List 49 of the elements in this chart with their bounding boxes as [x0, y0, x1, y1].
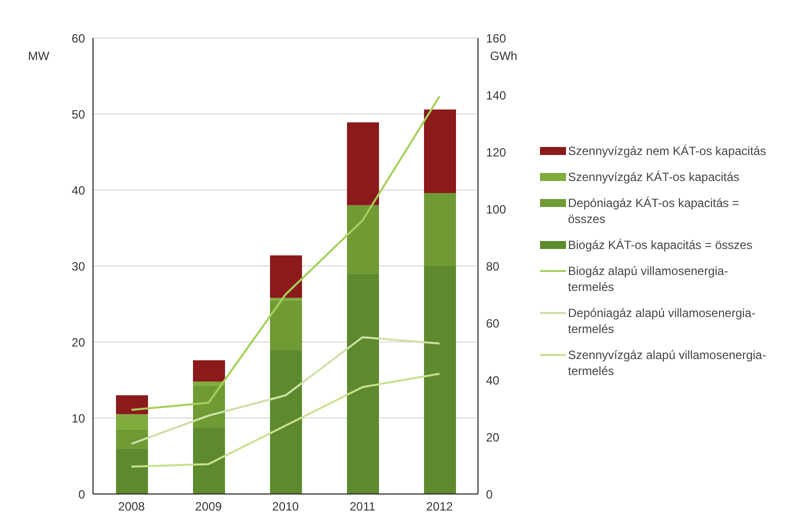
line-series	[130, 95, 440, 411]
bar	[424, 266, 456, 494]
bar	[347, 274, 379, 494]
bar	[424, 193, 456, 266]
bar	[347, 122, 379, 206]
legend-label: Szennyvízgáz alapú villamosenergia-termelés	[568, 347, 768, 379]
y-tick-label: 50	[72, 107, 86, 122]
bar	[116, 448, 148, 494]
y-tick-label: 40	[72, 183, 86, 198]
line-series	[130, 372, 440, 468]
bar	[270, 350, 302, 494]
bar	[424, 109, 456, 194]
x-tick-label: 2010	[272, 500, 300, 514]
legend-label: Depóniagáz alapú villamosenergia-termelés	[568, 305, 756, 337]
bar	[193, 360, 225, 382]
bar	[116, 414, 148, 430]
y2-tick-label: 100	[486, 202, 506, 216]
x-tick-label: 2012	[426, 500, 454, 514]
x-tick-label: 2009	[195, 500, 222, 514]
bar	[193, 427, 225, 494]
bar	[270, 300, 302, 350]
y2-tick-label: 20	[486, 430, 500, 444]
y2-tick-label: 160	[486, 31, 506, 46]
legend-label: Biogáz alapú villamosenergia-termelés	[568, 263, 730, 295]
bar	[347, 205, 379, 274]
legend-label: Depóniagáz KÁT-os kapacitás = összes	[568, 195, 740, 227]
y-tick-label: 10	[72, 411, 86, 426]
legend-label: Biogáz KÁT-os kapacitás = összes	[568, 237, 752, 253]
y2-tick-label: 80	[486, 259, 500, 274]
y-axis-title: MW	[28, 49, 50, 63]
y-tick-label: 20	[72, 335, 86, 350]
y2-tick-label: 40	[486, 373, 500, 388]
y-tick-label: 30	[72, 259, 86, 274]
y2-axis-title: GWh	[490, 49, 518, 63]
y2-tick-label: 0	[486, 487, 493, 502]
line-series	[130, 336, 440, 445]
legend-label: Szennyvízgáz KÁT-os kapacitás	[568, 169, 740, 185]
y2-tick-label: 140	[486, 88, 506, 102]
y2-tick-label: 120	[486, 145, 506, 160]
bar	[193, 382, 225, 386]
bar	[116, 395, 148, 414]
bar	[270, 255, 302, 298]
bar	[116, 429, 148, 448]
x-tick-label: 2011	[350, 500, 376, 514]
y-tick-label: 0	[78, 487, 86, 502]
y-tick-label: 60	[72, 31, 86, 46]
y2-tick-label: 60	[486, 316, 500, 330]
legend-label: Szennyvízgáz nem KÁT-os kapacitás	[568, 143, 766, 159]
x-tick-label: 2008	[118, 500, 146, 514]
